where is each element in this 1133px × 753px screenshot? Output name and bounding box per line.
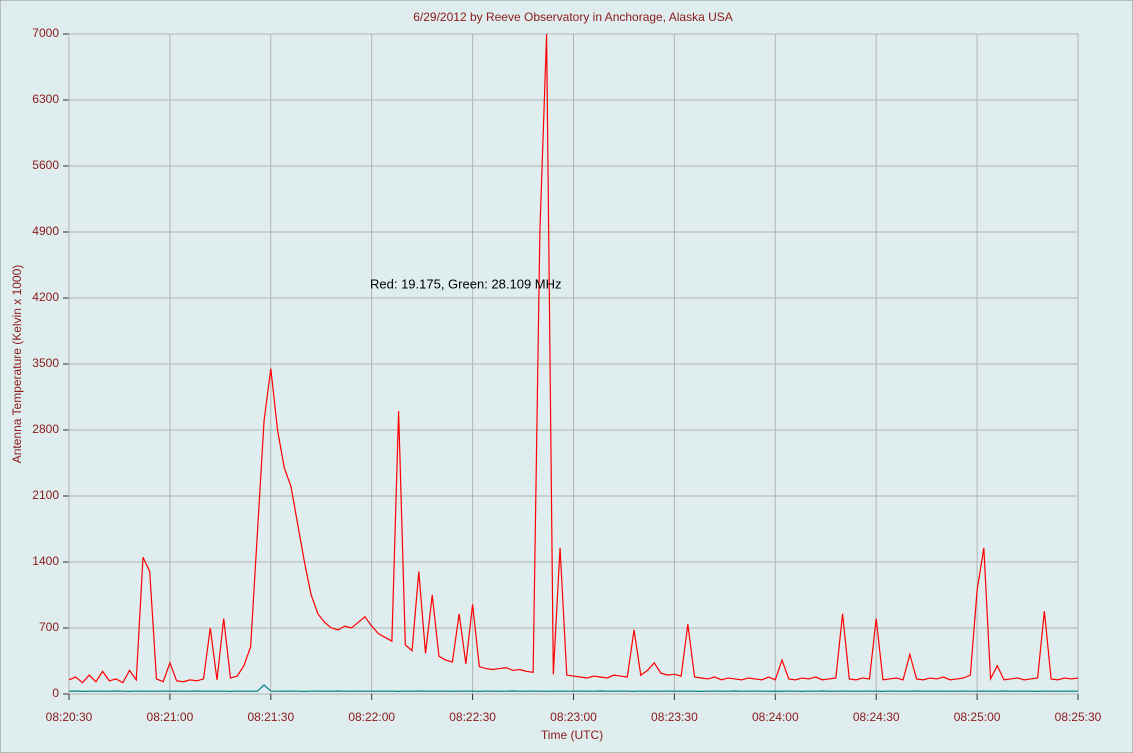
y-tick-label: 0 <box>52 686 59 700</box>
annotation: Red: 19.175, Green: 28.109 MHz <box>370 276 562 291</box>
y-tick-label: 4200 <box>32 290 59 304</box>
y-axis-title: Antenna Temperature (Kelvin x 1000) <box>10 265 24 464</box>
x-axis-title: Time (UTC) <box>541 728 603 742</box>
y-tick-label: 700 <box>39 620 59 634</box>
y-tick-label: 6300 <box>32 92 59 106</box>
y-tick-label: 2100 <box>32 488 59 502</box>
y-tick-label: 3500 <box>32 356 59 370</box>
x-tick-label: 08:22:30 <box>449 710 496 724</box>
x-tick-label: 08:23:30 <box>651 710 698 724</box>
x-tick-label: 08:25:00 <box>954 710 1001 724</box>
x-tick-label: 08:24:00 <box>752 710 799 724</box>
x-tick-label: 08:20:30 <box>46 710 93 724</box>
series-line <box>68 684 1079 692</box>
y-tick-label: 5600 <box>32 158 59 172</box>
x-tick-label: 08:21:30 <box>247 710 294 724</box>
grid <box>63 33 1079 700</box>
x-tick-label: 08:23:00 <box>550 710 597 724</box>
y-tick-label: 1400 <box>32 554 59 568</box>
x-tick-label: 08:25:30 <box>1055 710 1102 724</box>
chart-title: 6/29/2012 by Reeve Observatory in Anchor… <box>413 10 733 24</box>
y-tick-label: 7000 <box>32 26 59 40</box>
x-tick-label: 08:22:00 <box>348 710 395 724</box>
y-tick-label: 4900 <box>32 224 59 238</box>
series-line <box>68 33 1079 684</box>
x-tick-label: 08:21:00 <box>147 710 194 724</box>
y-tick-label: 2800 <box>32 422 59 436</box>
x-tick-label: 08:24:30 <box>853 710 900 724</box>
lines <box>68 33 1079 692</box>
